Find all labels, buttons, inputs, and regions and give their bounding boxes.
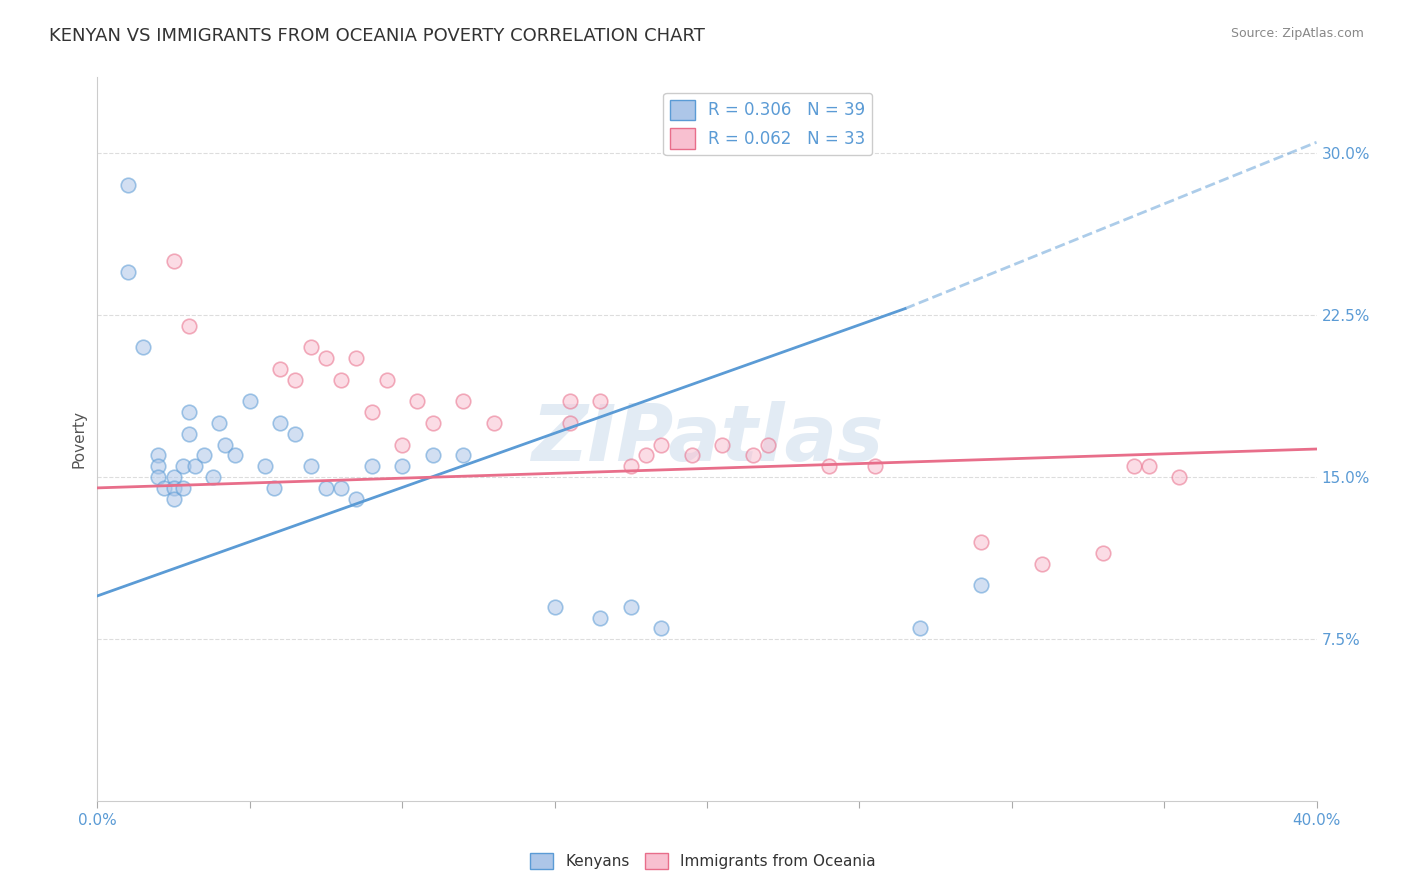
Legend: Kenyans, Immigrants from Oceania: Kenyans, Immigrants from Oceania: [524, 847, 882, 875]
Point: [224, 449, 246, 463]
Point: [117, 178, 139, 193]
Point: [162, 481, 184, 495]
Point: [589, 610, 612, 624]
Point: [253, 459, 276, 474]
Point: [1137, 459, 1160, 474]
Point: [132, 341, 155, 355]
Point: [422, 449, 444, 463]
Legend: R = 0.306   N = 39, R = 0.062   N = 33: R = 0.306 N = 39, R = 0.062 N = 33: [664, 93, 872, 155]
Point: [741, 449, 763, 463]
Point: [299, 459, 322, 474]
Point: [650, 438, 672, 452]
Point: [558, 416, 581, 430]
Point: [193, 449, 215, 463]
Point: [269, 416, 291, 430]
Point: [451, 394, 474, 409]
Point: [184, 459, 207, 474]
Point: [172, 459, 194, 474]
Point: [391, 438, 413, 452]
Point: [177, 318, 200, 333]
Point: [269, 362, 291, 376]
Point: [910, 621, 932, 635]
Point: [177, 426, 200, 441]
Point: [863, 459, 886, 474]
Point: [1122, 459, 1144, 474]
Point: [148, 449, 170, 463]
Point: [543, 599, 565, 614]
Point: [208, 416, 231, 430]
Point: [162, 254, 184, 268]
Point: [148, 470, 170, 484]
Point: [620, 459, 643, 474]
Point: [391, 459, 413, 474]
Point: [375, 373, 398, 387]
Point: [346, 491, 368, 506]
Point: [711, 438, 734, 452]
Point: [589, 394, 612, 409]
Point: [162, 470, 184, 484]
Point: [315, 481, 337, 495]
Point: [330, 373, 353, 387]
Point: [284, 373, 307, 387]
Point: [284, 426, 307, 441]
Point: [1031, 557, 1053, 571]
Point: [756, 438, 779, 452]
Text: Source: ZipAtlas.com: Source: ZipAtlas.com: [1230, 27, 1364, 40]
Point: [681, 449, 703, 463]
Point: [422, 416, 444, 430]
Point: [558, 394, 581, 409]
Point: [360, 405, 382, 419]
Point: [330, 481, 353, 495]
Point: [117, 265, 139, 279]
Point: [634, 449, 657, 463]
Point: [451, 449, 474, 463]
Text: KENYAN VS IMMIGRANTS FROM OCEANIA POVERTY CORRELATION CHART: KENYAN VS IMMIGRANTS FROM OCEANIA POVERT…: [49, 27, 704, 45]
Text: ZIPatlas: ZIPatlas: [531, 401, 883, 477]
Point: [202, 470, 225, 484]
Point: [650, 621, 672, 635]
Point: [177, 405, 200, 419]
Point: [1168, 470, 1191, 484]
Point: [970, 535, 993, 549]
Point: [482, 416, 505, 430]
Point: [239, 394, 262, 409]
Point: [162, 491, 184, 506]
Point: [172, 481, 194, 495]
Point: [346, 351, 368, 366]
Point: [148, 459, 170, 474]
Y-axis label: Poverty: Poverty: [72, 410, 86, 468]
Point: [153, 481, 176, 495]
Point: [1092, 546, 1115, 560]
Point: [970, 578, 993, 592]
Point: [818, 459, 841, 474]
Point: [406, 394, 429, 409]
Point: [263, 481, 285, 495]
Point: [299, 341, 322, 355]
Point: [360, 459, 382, 474]
Point: [214, 438, 236, 452]
Point: [620, 599, 643, 614]
Point: [315, 351, 337, 366]
